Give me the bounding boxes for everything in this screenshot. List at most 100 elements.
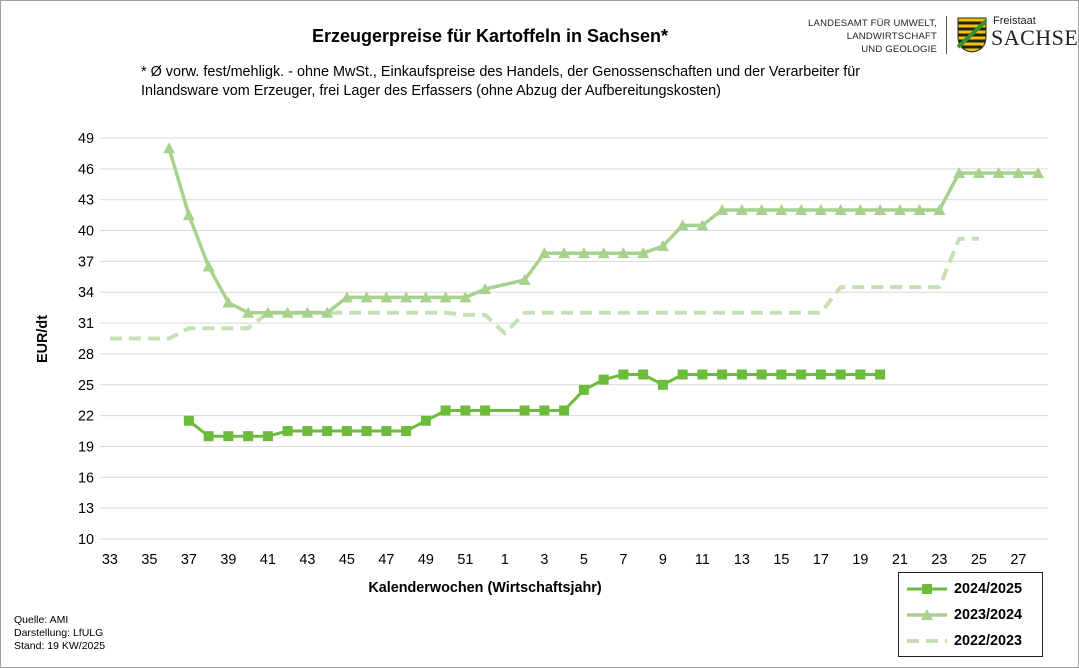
data-point-square (361, 426, 372, 437)
legend-label: 2023/2024 (954, 607, 1023, 623)
data-point-square (401, 426, 412, 437)
logo-line-2: LANDWIRTSCHAFT (846, 31, 937, 42)
y-axis-ticks: 10 13 16 19 22 25 28 31 34 37 40 43 46 49 (78, 131, 94, 548)
legend-label: 2024/2025 (954, 581, 1023, 597)
data-point-triangle (163, 142, 176, 154)
legend-swatch-square-icon (907, 584, 947, 594)
data-point-triangle (656, 239, 669, 251)
data-point-square (598, 374, 609, 385)
x-tick-label: 3 (540, 552, 548, 568)
data-point-triangle (577, 247, 590, 259)
x-tick-label: 39 (220, 552, 236, 568)
data-point-square (638, 369, 649, 380)
data-point-triangle (972, 166, 985, 178)
data-point-triangle (755, 203, 768, 215)
data-point-triangle (558, 247, 571, 259)
data-point-triangle (281, 306, 294, 318)
series-2024-2025 (183, 369, 886, 442)
data-point-square (322, 426, 333, 437)
data-point-triangle (893, 203, 906, 215)
data-point-triangle (419, 291, 432, 303)
series-layer (109, 142, 1045, 442)
x-tick-label: 21 (892, 552, 908, 568)
x-tick-label: 41 (260, 552, 276, 568)
data-point-triangle (301, 306, 314, 318)
y-tick-label: 34 (78, 285, 94, 301)
saxony-coat-of-arms-icon (957, 17, 987, 53)
data-point-triangle (222, 296, 235, 308)
chart-subtitle: * Ø vorw. fest/mehligk. - ohne MwSt., Ei… (141, 63, 1001, 101)
y-tick-label: 46 (78, 162, 94, 178)
x-tick-label: 49 (418, 552, 434, 568)
y-tick-label: 43 (78, 193, 94, 209)
legend-item-2024-2025: 2024/2025 (899, 578, 1042, 600)
x-tick-label: 23 (931, 552, 947, 568)
y-tick-label: 37 (78, 254, 94, 270)
data-point-square (697, 369, 708, 380)
series-2023-2024 (163, 142, 1045, 318)
data-point-triangle (360, 291, 373, 303)
x-tick-label: 45 (339, 552, 355, 568)
logo-sachsen: SACHSEN (991, 25, 1079, 50)
agency-logo-text: LANDESAMT FÜR UMWELT, LANDWIRTSCHAFT UND… (800, 17, 937, 56)
legend-swatch-dashed-icon (907, 639, 947, 643)
x-tick-label: 19 (852, 552, 868, 568)
data-point-square (677, 369, 688, 380)
data-point-triangle (518, 273, 531, 285)
data-point-square (223, 431, 234, 442)
data-point-triangle (874, 203, 887, 215)
x-tick-label: 17 (813, 552, 829, 568)
grid-lines (100, 137, 1048, 540)
x-tick-label: 11 (695, 552, 710, 568)
data-point-triangle (716, 203, 729, 215)
data-point-triangle (479, 283, 492, 295)
data-point-square (618, 369, 629, 380)
data-point-triangle (182, 209, 195, 221)
y-tick-label: 10 (78, 532, 94, 548)
x-tick-label: 7 (619, 552, 627, 568)
data-point-triangle (261, 306, 274, 318)
data-point-triangle (735, 203, 748, 215)
x-tick-label: 5 (580, 552, 588, 568)
data-point-triangle (1012, 166, 1025, 178)
y-tick-label: 25 (78, 378, 94, 394)
source-line: Quelle: AMI (14, 614, 69, 626)
data-point-triangle (953, 166, 966, 178)
data-point-square (282, 426, 293, 437)
data-point-square (262, 431, 273, 442)
subtitle-line-2: Inlandsware vom Erzeuger, frei Lager des… (141, 83, 721, 99)
data-point-square (657, 379, 668, 390)
y-tick-label: 22 (78, 409, 94, 425)
source-note: Quelle: AMI Darstellung: LfULG Stand: 19… (14, 614, 105, 653)
data-point-triangle (676, 219, 689, 231)
data-point-triangle (202, 260, 215, 272)
made-by-line: Darstellung: LfULG (14, 627, 104, 639)
data-point-triangle (1032, 166, 1045, 178)
x-tick-label: 33 (102, 552, 118, 568)
y-tick-label: 40 (78, 224, 94, 240)
data-point-triangle (597, 247, 610, 259)
logo-line-1: LANDESAMT FÜR UMWELT, (808, 18, 937, 29)
y-tick-label: 16 (78, 470, 94, 486)
data-point-square (420, 415, 431, 426)
legend: 2024/2025 2023/2024 2022/2023 (898, 572, 1043, 657)
data-point-square (341, 426, 352, 437)
data-point-triangle (696, 219, 709, 231)
x-tick-label: 35 (141, 552, 157, 568)
data-point-triangle (439, 291, 452, 303)
x-tick-label: 47 (378, 552, 394, 568)
data-point-triangle (538, 247, 551, 259)
series-2022-2023 (109, 236, 979, 341)
data-point-triangle (340, 291, 353, 303)
data-point-square (796, 369, 807, 380)
x-tick-label: 27 (1010, 552, 1026, 568)
y-tick-label: 19 (78, 439, 94, 455)
legend-label: 2022/2023 (954, 633, 1023, 649)
data-point-triangle (834, 203, 847, 215)
x-tick-label: 37 (181, 552, 197, 568)
data-point-square (440, 405, 451, 416)
data-point-triangle (795, 203, 808, 215)
data-point-triangle (814, 203, 827, 215)
data-point-square (855, 369, 866, 380)
